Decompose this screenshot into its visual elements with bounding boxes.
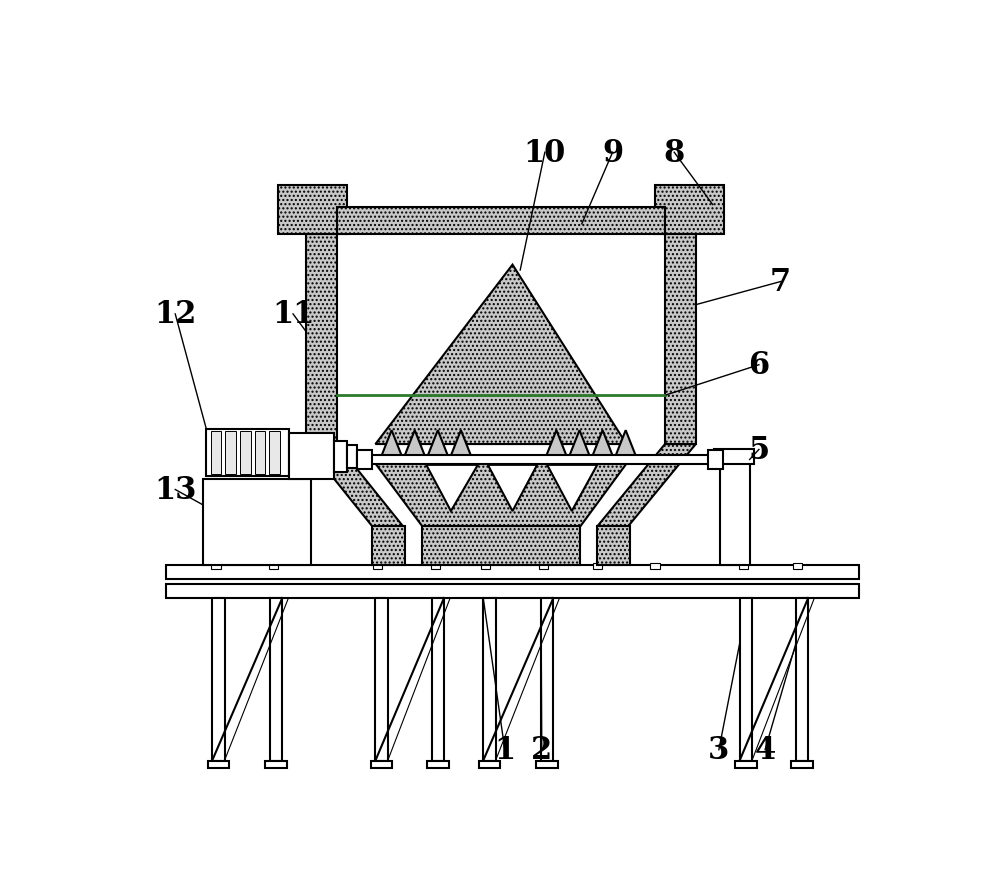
Bar	[655, 186, 724, 234]
Bar	[665, 234, 696, 444]
Polygon shape	[380, 431, 403, 460]
Polygon shape	[597, 444, 696, 527]
Bar	[539, 563, 548, 569]
Bar	[432, 599, 444, 760]
Text: 9: 9	[602, 138, 623, 169]
Bar	[593, 563, 602, 569]
Bar	[265, 760, 287, 768]
Text: 3: 3	[708, 734, 730, 766]
Bar	[708, 450, 723, 469]
Polygon shape	[403, 431, 426, 460]
Bar	[431, 563, 440, 569]
Bar	[211, 431, 221, 474]
Bar	[270, 599, 282, 760]
Polygon shape	[488, 465, 537, 512]
Polygon shape	[426, 431, 449, 460]
Text: 4: 4	[754, 734, 776, 766]
Bar	[208, 760, 229, 768]
Bar	[536, 760, 558, 768]
Bar	[720, 460, 750, 565]
Polygon shape	[372, 460, 630, 527]
Bar	[166, 565, 859, 579]
Text: 6: 6	[748, 349, 769, 381]
Polygon shape	[426, 465, 478, 512]
Bar	[306, 234, 337, 444]
Bar	[791, 760, 813, 768]
Bar	[278, 186, 347, 234]
Bar	[373, 563, 382, 569]
Bar	[211, 563, 221, 569]
Polygon shape	[591, 431, 614, 460]
Polygon shape	[547, 465, 597, 512]
Bar	[347, 445, 357, 468]
Bar	[739, 563, 748, 569]
Polygon shape	[545, 431, 568, 460]
Bar	[255, 431, 265, 474]
Polygon shape	[614, 431, 637, 460]
Bar	[793, 563, 802, 569]
Bar	[269, 563, 278, 569]
Bar	[796, 599, 808, 760]
Bar	[714, 450, 754, 464]
Bar	[740, 599, 752, 760]
Bar	[427, 760, 449, 768]
Text: 2: 2	[531, 734, 552, 766]
Bar	[166, 585, 859, 599]
Text: 12: 12	[154, 299, 196, 330]
Bar	[483, 599, 496, 760]
Bar	[481, 563, 490, 569]
Bar	[357, 456, 722, 464]
Bar	[334, 442, 347, 472]
Bar	[650, 563, 660, 569]
Bar	[375, 599, 388, 760]
Polygon shape	[449, 431, 472, 460]
Text: 1: 1	[494, 734, 515, 766]
Bar	[372, 527, 405, 565]
Bar	[357, 450, 372, 469]
Bar	[212, 599, 225, 760]
Text: 5: 5	[748, 435, 769, 465]
Bar	[289, 434, 334, 480]
Bar	[203, 480, 311, 565]
Bar	[541, 599, 553, 760]
Bar	[337, 208, 665, 234]
Polygon shape	[375, 265, 626, 444]
Bar	[422, 527, 580, 565]
Text: 7: 7	[770, 267, 791, 298]
Polygon shape	[568, 431, 591, 460]
Bar	[735, 760, 757, 768]
Bar	[371, 760, 392, 768]
Bar	[225, 431, 236, 474]
Bar	[269, 431, 280, 474]
Bar	[479, 760, 500, 768]
Polygon shape	[306, 444, 403, 527]
Text: 10: 10	[524, 138, 566, 169]
Text: 13: 13	[154, 474, 196, 506]
Bar	[240, 431, 251, 474]
Text: 8: 8	[664, 138, 685, 169]
Bar	[206, 430, 289, 476]
Bar	[597, 527, 630, 565]
Text: 11: 11	[272, 299, 314, 330]
